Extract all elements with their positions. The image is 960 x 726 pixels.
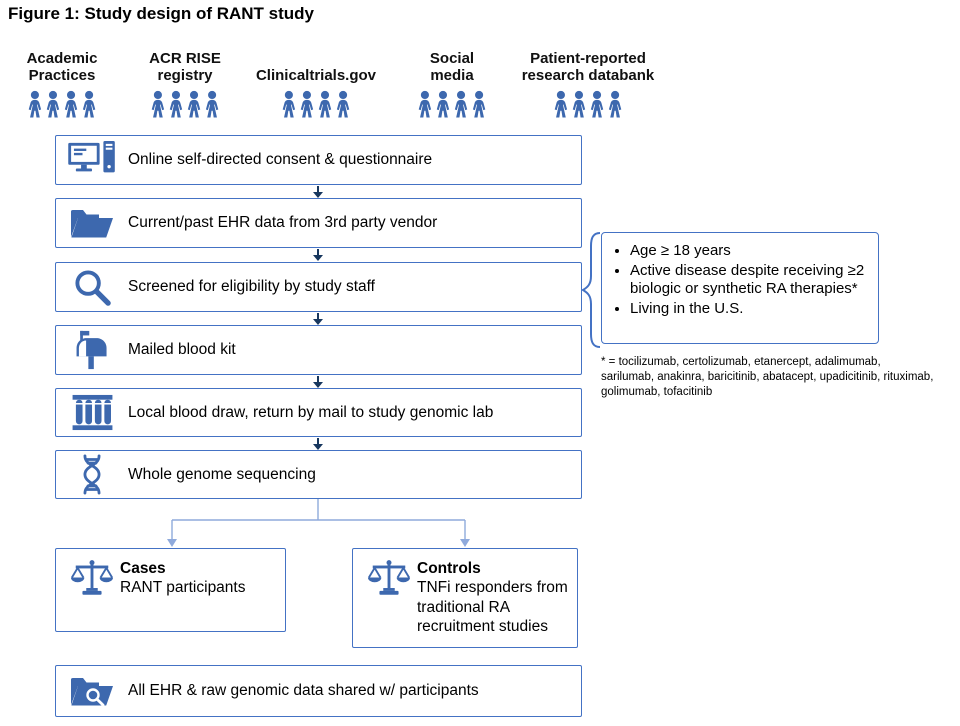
folder-search-icon <box>56 674 128 708</box>
flow-step-label: Current/past EHR data from 3rd party ven… <box>128 214 438 231</box>
down-arrow <box>312 438 324 450</box>
source-label: Academic Practices <box>26 49 98 84</box>
source-label: Social media <box>429 49 475 84</box>
flow-step-screening: Screened for eligibility by study staff <box>55 262 582 312</box>
controls-box: Controls TNFi responders from traditiona… <box>352 548 578 648</box>
people-group-icon <box>417 90 487 118</box>
controls-description: TNFi responders from traditional RA recr… <box>417 579 568 636</box>
people-group-icon <box>150 90 220 118</box>
scales-icon <box>363 559 415 596</box>
source-label: Patient-reported research databank <box>521 49 655 84</box>
flow-step-label: Online self-directed consent & questionn… <box>128 151 433 168</box>
source-clinicaltrials-gov: Clinicaltrials.gov <box>256 36 376 118</box>
flow-step-blood-draw: Local blood draw, return by mail to stud… <box>55 388 582 437</box>
criteria-item: Active disease despite receiving ≥2 biol… <box>630 262 870 299</box>
source-academic-practices: Academic Practices <box>16 36 108 118</box>
flow-step-label: Mailed blood kit <box>128 341 236 358</box>
criteria-item: Living in the U.S. <box>630 300 870 319</box>
source-social-media: Social media <box>417 36 487 118</box>
figure-title: Figure 1: Study design of RANT study <box>8 4 315 23</box>
controls-text: Controls TNFi responders from traditiona… <box>415 559 569 637</box>
down-arrow <box>312 313 324 325</box>
curly-brace <box>581 232 601 348</box>
cases-text: Cases RANT participants <box>118 559 245 598</box>
source-label: Clinicaltrials.gov <box>255 66 377 84</box>
blood-tubes-icon <box>56 394 128 431</box>
flow-step-ehr-data: Current/past EHR data from 3rd party ven… <box>55 198 582 248</box>
flow-step-label: Screened for eligibility by study staff <box>128 278 375 295</box>
people-group-icon <box>27 90 97 118</box>
source-patient-reported-databank: Patient-reported research databank <box>504 36 672 118</box>
people-group-icon <box>281 90 351 118</box>
down-arrow <box>312 186 324 198</box>
eligibility-criteria-list: Age ≥ 18 years Active disease despite re… <box>606 242 870 318</box>
data-sharing-label: All EHR & raw genomic data shared w/ par… <box>128 682 479 699</box>
therapies-footnote: * = tocilizumab, certolizumab, etanercep… <box>601 356 934 398</box>
magnifying-glass-icon <box>56 268 128 307</box>
criteria-item: Age ≥ 18 years <box>630 242 870 261</box>
cases-description: RANT participants <box>120 579 246 597</box>
computer-icon <box>56 141 128 179</box>
flow-step-consent: Online self-directed consent & questionn… <box>55 135 582 185</box>
dna-icon <box>56 454 128 495</box>
open-folder-icon <box>56 206 128 240</box>
source-acr-rise-registry: ACR RISE registry <box>139 36 231 118</box>
flow-step-label: Whole genome sequencing <box>128 465 316 483</box>
data-sharing-box: All EHR & raw genomic data shared w/ par… <box>55 665 582 717</box>
mailbox-icon <box>56 329 128 371</box>
down-arrow <box>312 376 324 388</box>
scales-icon <box>66 559 118 596</box>
cases-box: Cases RANT participants <box>55 548 286 632</box>
eligibility-criteria-box: Age ≥ 18 years Active disease despite re… <box>601 232 879 344</box>
split-connector <box>167 499 470 547</box>
flow-step-blood-kit: Mailed blood kit <box>55 325 582 375</box>
source-label: ACR RISE registry <box>149 49 221 84</box>
cases-title: Cases <box>120 560 166 577</box>
people-group-icon <box>553 90 623 118</box>
down-arrow <box>312 249 324 261</box>
flow-step-label: Local blood draw, return by mail to stud… <box>128 403 494 421</box>
flow-step-sequencing: Whole genome sequencing <box>55 450 582 499</box>
controls-title: Controls <box>417 560 481 577</box>
